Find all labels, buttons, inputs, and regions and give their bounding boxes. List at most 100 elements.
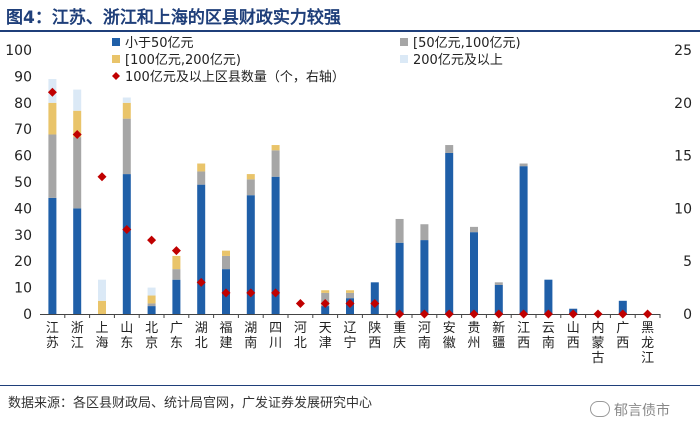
x-tick-label: 新疆 <box>492 320 505 351</box>
bar-segment <box>48 197 57 314</box>
marker-point <box>345 298 355 308</box>
marker-point <box>295 298 305 308</box>
legend-swatch <box>400 38 408 46</box>
y2-tick-label: 0 <box>683 307 692 323</box>
bar-segment <box>147 303 156 307</box>
marker-point <box>47 87 57 97</box>
bar-segment <box>222 255 230 270</box>
y-tick-label: 30 <box>14 228 32 244</box>
title-bar: 图4：江苏、浙江和上海的区县财政实力较强 <box>0 0 700 30</box>
x-tick-label: 四川 <box>269 321 282 351</box>
bar-segment <box>197 184 206 314</box>
marker-point <box>320 298 330 308</box>
marker-point <box>72 129 82 139</box>
bar-segment <box>346 290 354 293</box>
x-tick-label: 湖北 <box>195 321 208 351</box>
bar-segment <box>48 134 57 198</box>
bar-segment <box>271 176 280 314</box>
legend-swatch <box>112 72 120 80</box>
bar-segment <box>73 89 82 111</box>
bar-segment <box>544 279 553 314</box>
x-tick-label: 贵州 <box>467 321 480 351</box>
marker-point <box>643 309 653 319</box>
bar-segment <box>445 152 454 314</box>
marker-point <box>469 309 479 319</box>
bar-segment <box>172 279 181 314</box>
bar-segment <box>618 300 627 314</box>
title-rule <box>0 30 700 32</box>
x-tick-label: 湖南 <box>244 321 257 351</box>
marker-point <box>147 235 157 245</box>
bar-segment <box>197 163 206 172</box>
legend-label: 200亿元及以上 <box>413 53 503 68</box>
bar-segment <box>470 232 478 314</box>
bar-segment <box>395 242 404 314</box>
x-tick-label: 云南 <box>542 321 555 351</box>
marker-point <box>97 172 107 182</box>
x-tick-label: 陕西 <box>368 321 381 351</box>
bar-segment <box>370 282 379 314</box>
x-tick-label: 安徽 <box>443 321 456 351</box>
x-tick-label: 浙江 <box>71 321 84 351</box>
bar-segment <box>420 240 429 314</box>
bar-segment <box>122 118 131 175</box>
bar-segment <box>321 306 330 314</box>
bar-segment <box>147 306 156 314</box>
x-tick-label: 山东 <box>120 321 133 351</box>
x-tick-label: 山西 <box>567 321 580 351</box>
marker-point <box>618 309 628 319</box>
y2-tick-label: 25 <box>674 43 692 59</box>
bar-segment <box>470 226 478 233</box>
bar-segment <box>494 284 503 314</box>
bar-segment <box>271 145 280 151</box>
bar-segment <box>122 174 131 314</box>
y-tick-label: 60 <box>14 149 32 165</box>
marker-point <box>593 309 603 319</box>
marker-point <box>196 277 206 287</box>
y2-tick-label: 20 <box>674 96 692 112</box>
bar-segment <box>73 208 82 314</box>
y-tick-label: 50 <box>14 175 32 191</box>
x-tick-label: 北京 <box>145 321 158 351</box>
x-tick-label: 上海 <box>95 321 108 351</box>
bar-segment <box>271 150 280 177</box>
bar-segment <box>98 300 106 314</box>
legend-label: [50亿元,100亿元) <box>413 36 521 51</box>
y-tick-label: 40 <box>14 201 32 217</box>
x-tick-label: 广西 <box>616 321 629 351</box>
source-rule <box>0 385 700 386</box>
legend-label: [100亿元,200亿元) <box>125 53 241 68</box>
marker-point <box>370 298 380 308</box>
bar-segment <box>172 255 181 270</box>
bar-segment <box>420 224 429 241</box>
y-tick-label: 70 <box>14 122 32 138</box>
marker-point <box>419 309 429 319</box>
marker-point <box>444 309 454 319</box>
y-tick-label: 90 <box>14 69 32 85</box>
bar-segment <box>48 102 57 135</box>
x-tick-label: 广东 <box>170 321 183 351</box>
bar-segment <box>172 269 181 280</box>
y-tick-label: 80 <box>14 96 32 112</box>
marker-point <box>519 309 529 319</box>
x-tick-label: 黑龙江 <box>641 321 654 366</box>
y-tick-label: 20 <box>14 254 32 270</box>
x-tick-label: 福建 <box>219 321 232 351</box>
source-note: 数据来源：各区县财政局、统计局官网，广发证券发展研究中心 <box>8 396 373 411</box>
x-tick-label: 河南 <box>418 321 431 351</box>
bar-segment <box>147 295 156 304</box>
bar-segment <box>122 97 131 103</box>
bar-segment <box>98 279 106 301</box>
legend-swatch <box>112 38 120 46</box>
marker-point <box>543 309 553 319</box>
bar-segment <box>246 179 255 196</box>
legend-swatch <box>400 55 408 63</box>
bar-segment <box>246 195 255 314</box>
marker-point <box>271 288 281 298</box>
x-tick-label: 江苏 <box>46 321 59 351</box>
x-tick-label: 内蒙古 <box>591 320 604 366</box>
watermark: 郁言债市 <box>590 400 670 420</box>
marker-point <box>122 225 132 235</box>
marker-point <box>171 246 181 256</box>
x-tick-label: 天津 <box>319 321 332 351</box>
